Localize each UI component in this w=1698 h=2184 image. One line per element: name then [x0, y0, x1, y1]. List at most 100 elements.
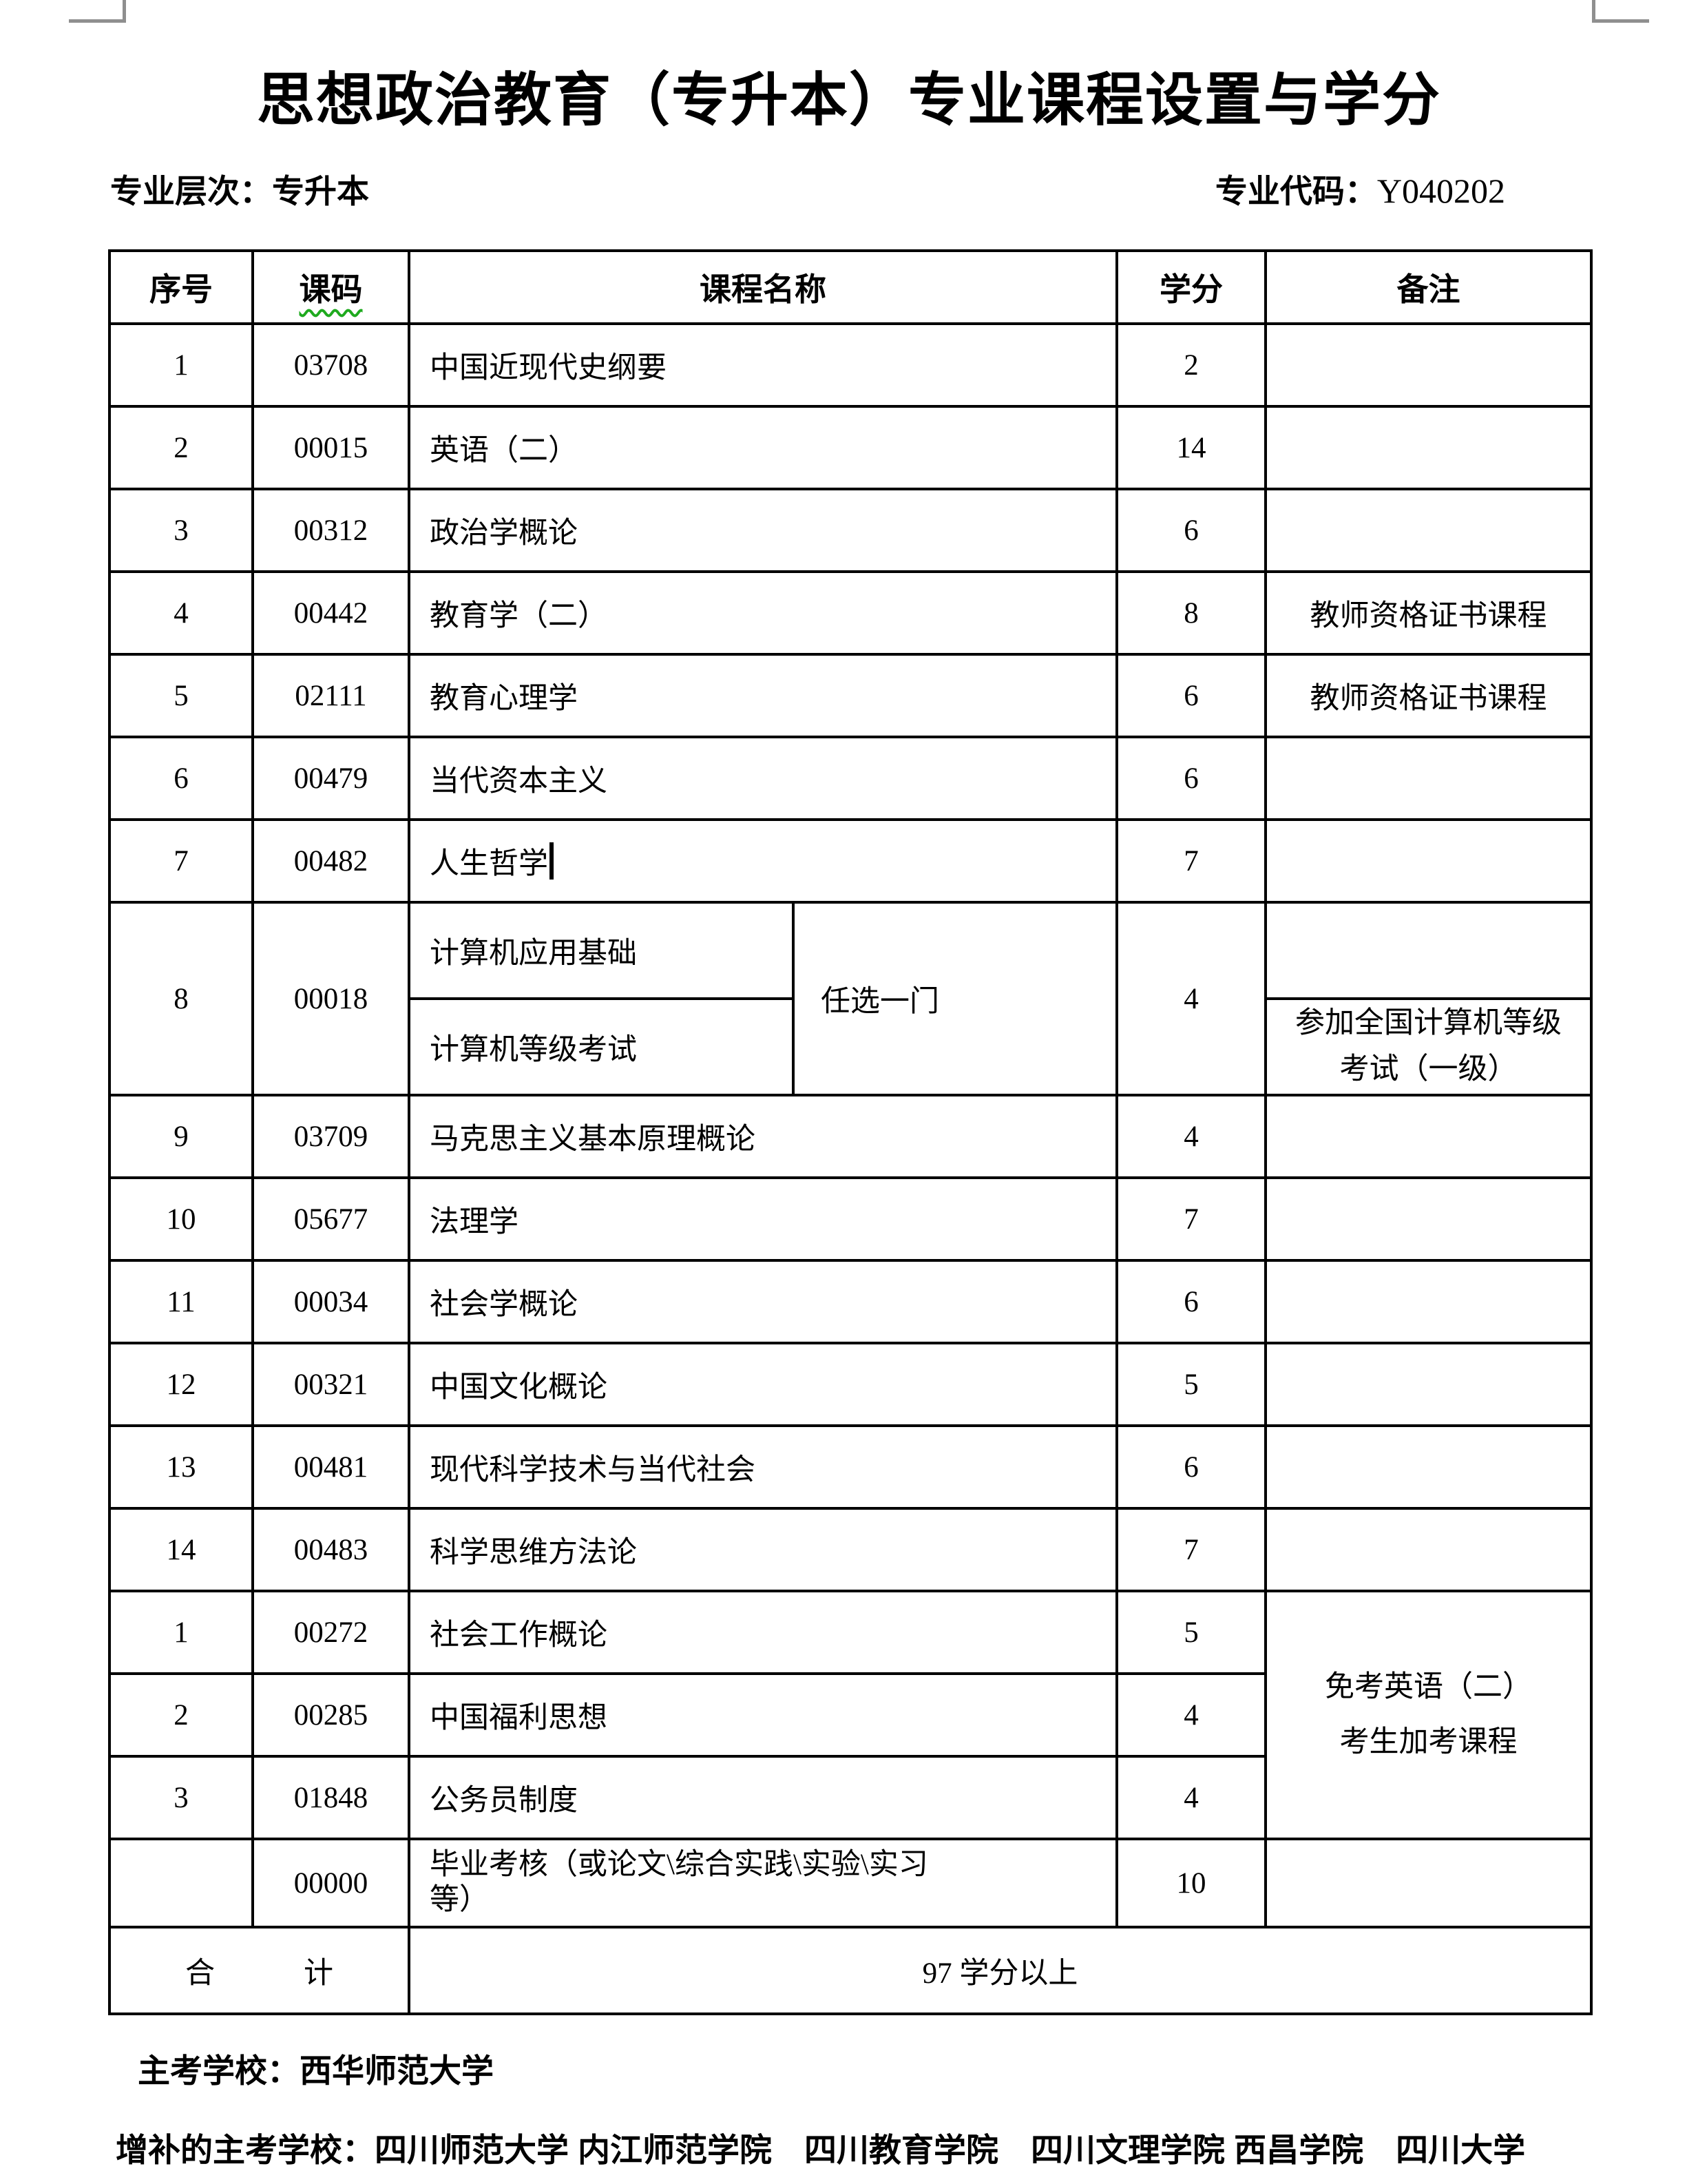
code-cell: 00034: [251, 1259, 410, 1344]
remark-cell: [1264, 405, 1593, 490]
remark-cell: 参加全国计算机等级 考试（一级）: [1264, 997, 1593, 1096]
course-name-cell: 马克思主义基本原理概论: [408, 1094, 1118, 1179]
credit-cell: 6: [1115, 488, 1267, 573]
course-name-cell: 教育学（二）: [408, 570, 1118, 656]
course-name-cell: 中国福利思想: [408, 1672, 1118, 1758]
credit-cell: 5: [1115, 1342, 1267, 1427]
table-row: 14 00483 科学思维方法论 7: [108, 1507, 1593, 1592]
seq-cell: 10: [108, 1176, 254, 1262]
credit-cell: 6: [1115, 1259, 1267, 1344]
course-name-cell: 中国近现代史纲要: [408, 322, 1118, 408]
course-name-cell: 政治学概论: [408, 488, 1118, 573]
credit-cell: 10: [1115, 1838, 1267, 1928]
table-row: 5 02111 教育心理学 6 教师资格证书课程: [108, 653, 1593, 738]
supplementary-examiner-schools-line: 增补的主考学校：四川师范大学 内江师范学院 四川教育学院 四川文理学院 西昌学院…: [116, 2132, 1526, 2168]
remark-cell: [1264, 488, 1593, 573]
code-cell: 00312: [251, 488, 410, 573]
remark-cell: [1264, 1094, 1593, 1179]
course-name-cell: 社会学概论: [408, 1259, 1118, 1344]
seq-cell: 9: [108, 1094, 254, 1179]
table-row: 9 03709 马克思主义基本原理概论 4: [108, 1094, 1593, 1179]
remark-cell: 教师资格证书课程: [1264, 653, 1593, 738]
chief-examiner-school-line: 主考学校：西华师范大学: [138, 2052, 494, 2089]
credit-cell: 14: [1115, 405, 1267, 490]
code-cell: 00285: [251, 1672, 410, 1758]
seq-cell: 13: [108, 1424, 254, 1510]
remark-cell: [1264, 901, 1593, 1000]
seq-cell: 3: [108, 488, 254, 573]
code-cell: 02111: [251, 653, 410, 738]
remark-cell: [1264, 1424, 1593, 1510]
credit-cell: 8: [1115, 570, 1267, 656]
credit-cell: 6: [1115, 1424, 1267, 1510]
seq-cell: 2: [108, 405, 254, 490]
header-row: 序号 课码 课程名称 学分 备注: [108, 249, 1593, 325]
margin-mark-top-left-vertical: [123, 0, 126, 23]
course-name-cell: 社会工作概论: [408, 1590, 1118, 1675]
elective-option-2-cell: 计算机等级考试: [408, 997, 795, 1096]
table-row: 13 00481 现代科学技术与当代社会 6: [108, 1424, 1593, 1510]
major-level-label: 专业层次：: [110, 173, 272, 209]
total-label-cell: 合 计: [108, 1926, 410, 2015]
col-header-credit: 学分: [1115, 249, 1267, 325]
elective-chooser-cell: 任选一门: [792, 901, 1118, 1096]
course-name-cell: 法理学: [408, 1176, 1118, 1262]
seq-cell: 14: [108, 1507, 254, 1592]
table-row: 1 03708 中国近现代史纲要 2: [108, 322, 1593, 408]
remark-cell: [1264, 1259, 1593, 1344]
table-row: 2 00015 英语（二） 14: [108, 405, 1593, 490]
margin-mark-top-right-vertical: [1592, 0, 1595, 23]
code-cell: 00479: [251, 736, 410, 821]
remark-cell: 教师资格证书课程: [1264, 570, 1593, 656]
seq-cell: 4: [108, 570, 254, 656]
code-cell: 00483: [251, 1507, 410, 1592]
remark-cell: [1264, 1507, 1593, 1592]
table-row: 4 00442 教育学（二） 8 教师资格证书课程: [108, 570, 1593, 656]
credit-cell: 4: [1115, 1094, 1267, 1179]
col-header-remark: 备注: [1264, 249, 1593, 325]
code-cell: 03709: [251, 1094, 410, 1179]
credit-cell: 6: [1115, 653, 1267, 738]
credit-cell: 4: [1115, 1672, 1267, 1758]
extra-course-row: 2 00285 中国福利思想 4: [108, 1672, 1591, 1758]
credit-cell: 7: [1115, 1507, 1267, 1592]
credit-cell: 2: [1115, 322, 1267, 408]
table-row: 6 00479 当代资本主义 6: [108, 736, 1593, 821]
seq-cell: 5: [108, 653, 254, 738]
code-cell: 05677: [251, 1176, 410, 1262]
col-header-seq: 序号: [108, 249, 254, 325]
major-level-value: 专升本: [272, 173, 369, 209]
credit-cell: 4: [1115, 901, 1267, 1096]
seq-cell: 12: [108, 1342, 254, 1427]
table-row: 3 00312 政治学概论 6: [108, 488, 1593, 573]
code-cell: 00015: [251, 405, 410, 490]
extra-course-row: 3 01848 公务员制度 4: [108, 1755, 1591, 1840]
credit-cell: 7: [1115, 818, 1267, 904]
total-value-cell: 97 学分以上: [408, 1926, 1593, 2015]
credit-cell: 7: [1115, 1176, 1267, 1262]
seq-cell: 1: [108, 1590, 254, 1675]
remark-cell: [1264, 1838, 1593, 1928]
credit-cell: 4: [1115, 1755, 1267, 1840]
course-name-cell: 毕业考核（或论文\综合实践\实验\实习 等）: [408, 1838, 1118, 1928]
course-name-cell: 人生哲学: [408, 818, 1118, 904]
table-row: 10 05677 法理学 7: [108, 1176, 1593, 1262]
page-title: 思想政治教育（专升本）专业课程设置与学分: [256, 67, 1441, 132]
remark-cell: [1264, 736, 1593, 821]
graduation-row: 00000 毕业考核（或论文\综合实践\实验\实习 等） 10: [108, 1838, 1593, 1928]
seq-cell: 11: [108, 1259, 254, 1344]
seq-cell: 7: [108, 818, 254, 904]
major-code-label: 专业代码：: [1215, 173, 1377, 209]
major-code-value: Y040202: [1376, 171, 1505, 210]
merged-remark-cell: 免考英语（二） 考生加考课程: [1264, 1590, 1593, 1840]
margin-mark-top-right-horizontal: [1592, 19, 1649, 23]
code-cell: 00018: [251, 901, 410, 1096]
meta-row: 专业层次：专升本 专业代码：Y040202: [110, 165, 1505, 212]
seq-cell: 2: [108, 1672, 254, 1758]
elective-row-top: 8 00018 计算机应用基础 任选一门 4: [108, 901, 1593, 1096]
seq-cell: [108, 1838, 254, 1928]
total-row: 合 计 97 学分以上: [108, 1926, 1593, 2015]
extra-course-row: 1 00272 社会工作概论 5 免考英语（二） 考生加考课程: [108, 1590, 1593, 1840]
code-cell: 00272: [251, 1590, 410, 1675]
course-name-cell: 教育心理学: [408, 653, 1118, 738]
